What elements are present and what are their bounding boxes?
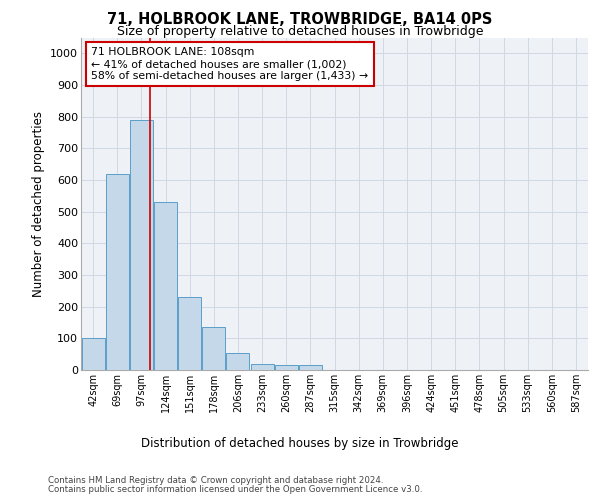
Bar bbox=[202, 327, 225, 370]
Bar bbox=[178, 297, 201, 370]
Bar bbox=[154, 202, 177, 370]
Text: Contains public sector information licensed under the Open Government Licence v3: Contains public sector information licen… bbox=[48, 485, 422, 494]
Bar bbox=[130, 120, 153, 370]
Bar bbox=[299, 365, 322, 370]
Text: Size of property relative to detached houses in Trowbridge: Size of property relative to detached ho… bbox=[117, 25, 483, 38]
Text: Contains HM Land Registry data © Crown copyright and database right 2024.: Contains HM Land Registry data © Crown c… bbox=[48, 476, 383, 485]
Y-axis label: Number of detached properties: Number of detached properties bbox=[32, 111, 44, 296]
Text: Distribution of detached houses by size in Trowbridge: Distribution of detached houses by size … bbox=[141, 438, 459, 450]
Text: 71, HOLBROOK LANE, TROWBRIDGE, BA14 0PS: 71, HOLBROOK LANE, TROWBRIDGE, BA14 0PS bbox=[107, 12, 493, 28]
Bar bbox=[82, 338, 104, 370]
Text: 71 HOLBROOK LANE: 108sqm
← 41% of detached houses are smaller (1,002)
58% of sem: 71 HOLBROOK LANE: 108sqm ← 41% of detach… bbox=[91, 48, 368, 80]
Bar bbox=[106, 174, 128, 370]
Bar bbox=[226, 352, 250, 370]
Bar bbox=[251, 364, 274, 370]
Bar bbox=[275, 365, 298, 370]
